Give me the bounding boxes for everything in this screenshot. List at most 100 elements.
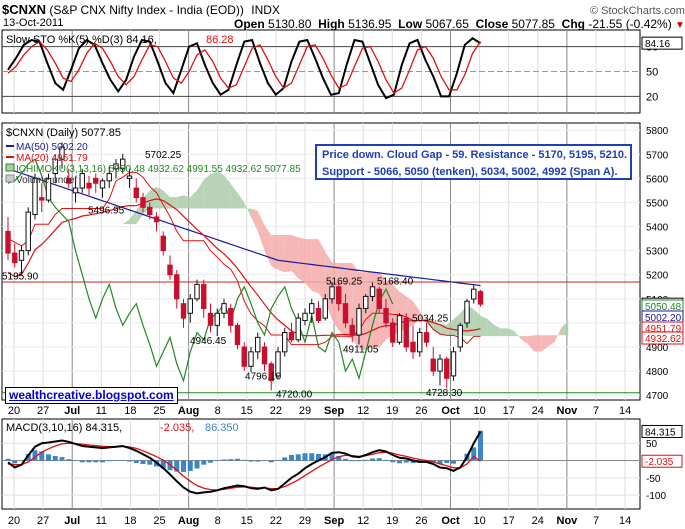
macd-histogram-bar [309, 453, 315, 461]
macd-histogram-bar [363, 459, 369, 461]
candle-body [207, 312, 214, 326]
ichimoku-cloud-segment [197, 179, 204, 209]
ichimoku-cloud-segment [554, 327, 562, 342]
macd-histogram-bar [390, 460, 396, 463]
ichimoku-cloud-segment [500, 328, 508, 337]
price-tick-label: 5200 [646, 271, 669, 282]
price-legend-ichimoku: ICHIMOKU(3,13,16) 5050.48 4932.62 4991.5… [16, 164, 301, 175]
macd-histogram-bar [201, 460, 207, 465]
time-tick-label: 14 [619, 515, 631, 527]
macd-histogram-bar [52, 456, 58, 461]
time-tick-label: 26 [415, 405, 427, 417]
macd-histogram-bar [397, 460, 402, 464]
candle-body [153, 216, 160, 223]
time-tick-label: 24 [532, 515, 544, 527]
macd-histogram-bar [32, 450, 38, 461]
candle-body [390, 322, 396, 343]
time-tick-label: 18 [124, 515, 136, 527]
macd-histogram-bar [160, 460, 166, 469]
candle-body [214, 312, 220, 326]
macd-histogram-bar [228, 459, 234, 461]
watermark-link[interactable]: wealthcreative.blogspot.com [5, 387, 178, 404]
candle-body [32, 177, 38, 216]
candle-body [423, 332, 430, 343]
price-tick-label: 5300 [646, 247, 669, 258]
ichimoku-cloud-segment [480, 315, 488, 337]
candle-body [329, 286, 335, 300]
time-tick-label: 17 [503, 405, 515, 417]
candle-body [93, 177, 99, 184]
candle-body [147, 206, 153, 216]
candle-body [295, 317, 301, 341]
time-tick-label: 15 [241, 515, 253, 527]
candle-body [356, 307, 362, 336]
macd-histogram-bar [302, 453, 308, 461]
sto-tick-label: 50 [646, 67, 658, 79]
candle-body [430, 358, 436, 372]
candle-body [126, 175, 133, 179]
macd-histogram-bar [451, 460, 456, 464]
macd-legend: MACD(3,10,16) 84.315, [6, 422, 122, 434]
price-annotation: 5168.40 [377, 277, 414, 288]
time-tick-label: 11 [96, 515, 107, 527]
price-right-tag: 5002.20 [645, 313, 682, 324]
ichimoku-cloud-segment [203, 174, 211, 209]
candle-body [72, 187, 79, 194]
macd-histogram-bar [127, 460, 132, 462]
macd-legend-signal: -2.035, [160, 422, 194, 434]
candle-body [417, 332, 423, 353]
candle-body [66, 177, 72, 184]
macd-histogram-bar [12, 460, 18, 464]
candle-body [437, 358, 443, 372]
time-tick-label: Nov [557, 405, 579, 417]
time-tick-label: 20 [8, 515, 20, 527]
time-tick-label: 18 [124, 405, 136, 417]
candle-body [25, 211, 31, 252]
ichimoku-cloud-segment [332, 262, 339, 331]
candle-body [45, 177, 52, 201]
macd-histogram-bar [187, 460, 193, 471]
ichimoku-cloud-segment [264, 225, 272, 267]
candle-body [403, 317, 409, 348]
macd-histogram-bar [235, 458, 240, 461]
ichimoku-cloud-segment [311, 239, 319, 294]
macd-histogram-bar [444, 460, 450, 463]
ichimoku-cloud-segment [298, 237, 305, 283]
macd-histogram-bar [241, 459, 247, 461]
candle-body [221, 303, 227, 314]
ichimoku-cloud-segment [190, 190, 197, 209]
macd-histogram-bar [295, 454, 301, 461]
macd-histogram-bar [376, 458, 382, 461]
ichimoku-cloud-segment [305, 239, 312, 291]
time-tick-label: Sep [324, 515, 344, 527]
macd-histogram-bar [133, 460, 139, 463]
candle-body [12, 252, 18, 264]
candle-body [396, 315, 403, 343]
sto-line-k [7, 37, 482, 100]
macd-histogram-bar [282, 457, 288, 461]
ichimoku-cloud-segment [527, 335, 535, 352]
macd-right-tag-box [641, 424, 683, 438]
legend-swatch-ichimoku [5, 163, 15, 172]
time-tick-label: 14 [619, 405, 631, 417]
macd-histogram-bar [208, 460, 213, 463]
chg-value: -21.55 (-0.42%) [588, 17, 672, 31]
macd-histogram-bar [457, 460, 463, 461]
macd-histogram-bar [437, 460, 443, 464]
candle-body [444, 358, 450, 379]
macd-histogram-bar [336, 456, 342, 461]
candle-body [5, 230, 11, 254]
candle-body [336, 286, 342, 305]
macd-histogram-bar [214, 460, 220, 462]
price-tick-label: 5700 [646, 150, 669, 161]
price-annotation: 5496.95 [88, 206, 125, 217]
candle-body [86, 182, 92, 189]
ichimoku-cloud-segment [541, 335, 548, 352]
price-right-tag-box [641, 331, 684, 345]
candle-body [255, 336, 261, 353]
price-right-tag: 4951.79 [645, 324, 682, 335]
header-ohlc: Open 5130.80 High 5136.95 Low 5067.65 Cl… [234, 17, 685, 31]
candle-body [234, 324, 241, 346]
candle-body [342, 303, 349, 324]
macd-histogram-bar [349, 460, 355, 462]
